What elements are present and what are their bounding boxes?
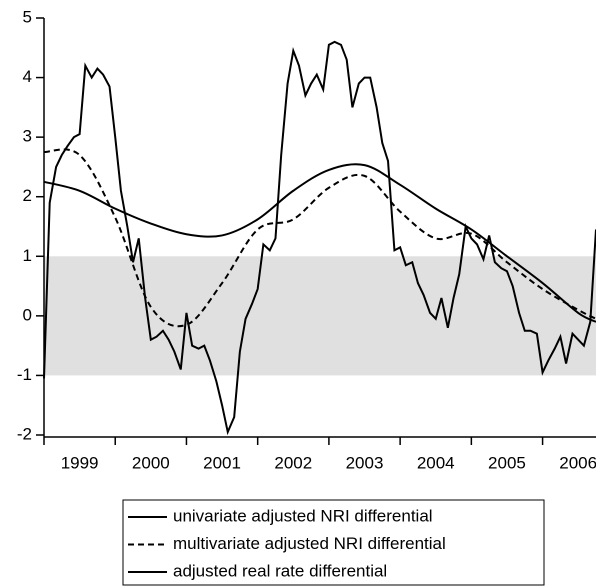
- legend-label: univariate adjusted NRI differential: [173, 506, 433, 525]
- y-tick-label: 1: [23, 246, 32, 265]
- x-tick-label: 2004: [417, 453, 455, 472]
- shaded-band: [44, 256, 596, 376]
- y-tick-label: 2: [23, 186, 32, 205]
- y-tick-label: 5: [23, 7, 32, 26]
- y-tick-label: -2: [17, 424, 32, 443]
- legend-label: adjusted real rate differential: [173, 561, 387, 580]
- legend-entries: univariate adjusted NRI differential mult…: [128, 506, 446, 580]
- x-tick-label: 2002: [274, 453, 312, 472]
- x-tick-label: 1999: [61, 453, 99, 472]
- legend-label: multivariate adjusted NRI differential: [173, 534, 446, 553]
- x-tick-label: 2000: [132, 453, 170, 472]
- series-line: [43, 163, 596, 323]
- x-tick-label: 2006: [559, 453, 596, 472]
- series-line: [43, 148, 596, 328]
- x-tick-label: 2005: [488, 453, 526, 472]
- legend: [122, 499, 545, 586]
- x-tick-label: 2003: [346, 453, 384, 472]
- plot-area: -2 -1 0 1 2 3 4 5 1999 2000 2001 2002 2003 2004 2005 20…: [17, 7, 596, 472]
- y-tick-label: -1: [17, 365, 32, 384]
- series-line: [43, 40, 596, 436]
- y-tick-label: 3: [23, 127, 32, 146]
- y-tick-label: 4: [23, 67, 32, 86]
- y-tick-label: 0: [23, 305, 32, 324]
- x-tick-label: 2001: [203, 453, 241, 472]
